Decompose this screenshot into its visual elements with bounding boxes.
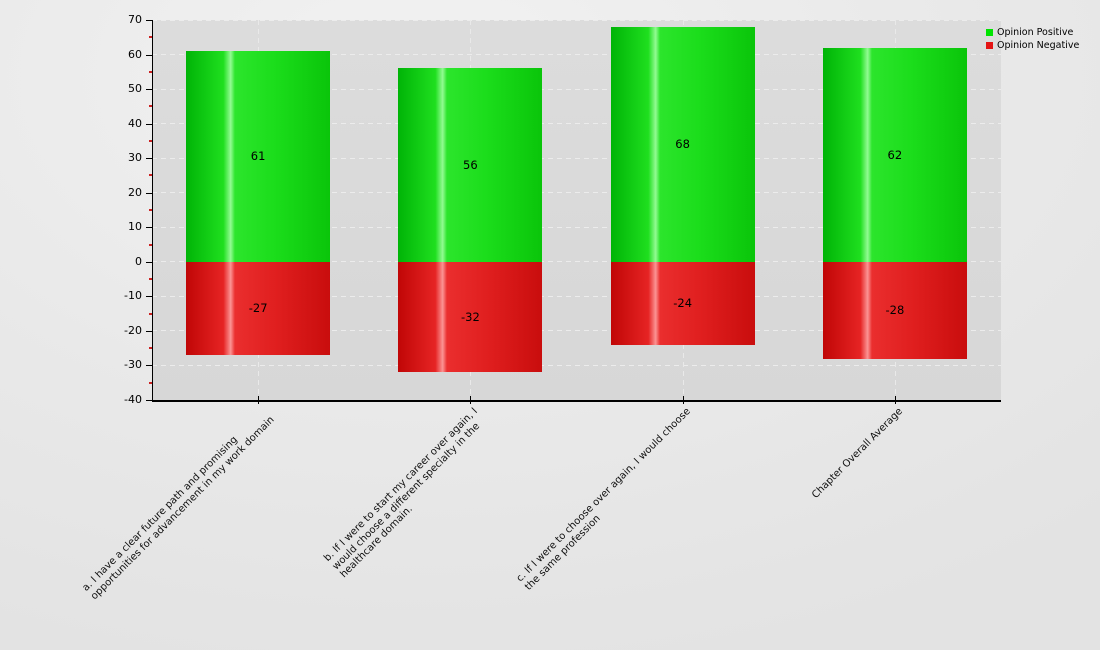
h-gridline — [152, 226, 1001, 228]
y-major-tick — [146, 192, 152, 194]
category-label: a. I have a clear future path and promis… — [80, 414, 277, 602]
h-gridline — [152, 192, 1001, 194]
category-label: Chapter Overall Average — [809, 406, 905, 501]
h-gridline — [152, 261, 1001, 263]
y-minor-tick — [149, 174, 152, 177]
bar-value-label: -24 — [673, 296, 693, 311]
bar-value-label: 61 — [250, 149, 266, 164]
y-tick-label: 30 — [128, 151, 142, 165]
y-tick-label: -10 — [124, 289, 142, 303]
y-tick-label: 60 — [128, 47, 142, 61]
y-tick-label: 50 — [128, 82, 142, 96]
y-tick-label: 0 — [135, 254, 142, 268]
h-gridline — [152, 295, 1001, 297]
y-tick-label: 40 — [128, 116, 142, 130]
x-tick — [682, 396, 684, 404]
h-gridline — [152, 330, 1001, 332]
h-gridline — [152, 157, 1001, 159]
y-tick-label: 70 — [128, 13, 142, 26]
y-major-tick — [146, 296, 152, 298]
y-tick-label: -20 — [124, 323, 142, 337]
y-minor-tick — [149, 70, 152, 73]
bar-positive-segment — [186, 51, 331, 262]
legend-item: Opinion Positive — [986, 26, 1079, 38]
y-major-tick — [146, 365, 152, 367]
legend: Opinion Positive Opinion Negative — [986, 26, 1079, 51]
x-tick — [470, 396, 472, 404]
y-minor-tick — [149, 209, 152, 211]
y-minor-tick — [149, 381, 152, 384]
bar-positive-segment — [610, 26, 755, 262]
category-label: c. If I were to choose over again, I wou… — [514, 406, 693, 593]
y-major-tick — [146, 20, 152, 21]
y-minor-tick — [149, 105, 152, 108]
bar-value-label: -32 — [460, 310, 480, 325]
x-tick — [258, 396, 260, 404]
legend-swatch — [986, 28, 993, 36]
y-axis-line — [152, 20, 153, 401]
y-minor-tick — [149, 347, 152, 350]
h-gridline — [152, 19, 1001, 21]
legend-label: Opinion Positive — [997, 26, 1074, 38]
bar-negative-segment — [186, 261, 331, 356]
category-label: b. If I were to start my career over aga… — [322, 406, 482, 581]
y-major-tick — [146, 89, 152, 91]
x-axis-line — [152, 400, 1001, 402]
bar-value-label: 62 — [887, 147, 903, 162]
bar-negative-segment — [398, 261, 543, 373]
legend-item: Opinion Negative — [986, 39, 1079, 51]
bar-value-label: -28 — [885, 303, 905, 318]
h-gridline — [152, 88, 1001, 90]
bar-positive-segment — [398, 68, 543, 262]
y-major-tick — [146, 330, 152, 332]
legend-label: Opinion Negative — [997, 39, 1080, 51]
y-major-tick — [146, 123, 152, 125]
y-major-tick — [146, 261, 152, 263]
y-minor-tick — [149, 139, 152, 142]
h-gridline — [152, 364, 1001, 366]
y-major-tick — [146, 54, 152, 56]
y-tick-label: 10 — [128, 220, 142, 234]
x-tick — [894, 396, 896, 404]
y-minor-tick — [149, 312, 152, 315]
bar-positive-segment — [822, 47, 967, 262]
y-tick-label: 20 — [128, 185, 142, 199]
y-minor-tick — [149, 36, 152, 39]
bar-negative-segment — [822, 261, 967, 359]
y-tick-label: -30 — [124, 358, 142, 372]
y-minor-tick — [149, 278, 152, 281]
y-tick-label: -40 — [124, 393, 142, 406]
h-gridline — [152, 123, 1001, 125]
h-gridline — [152, 54, 1001, 56]
bar-value-label: -27 — [248, 301, 268, 316]
bar-value-label: 68 — [675, 137, 690, 152]
y-minor-tick — [149, 243, 152, 246]
legend-swatch — [986, 41, 993, 49]
bar-value-label: 56 — [463, 158, 478, 173]
y-major-tick — [146, 400, 152, 401]
y-major-tick — [146, 158, 152, 160]
y-major-tick — [146, 227, 152, 229]
bar-negative-segment — [610, 261, 755, 345]
